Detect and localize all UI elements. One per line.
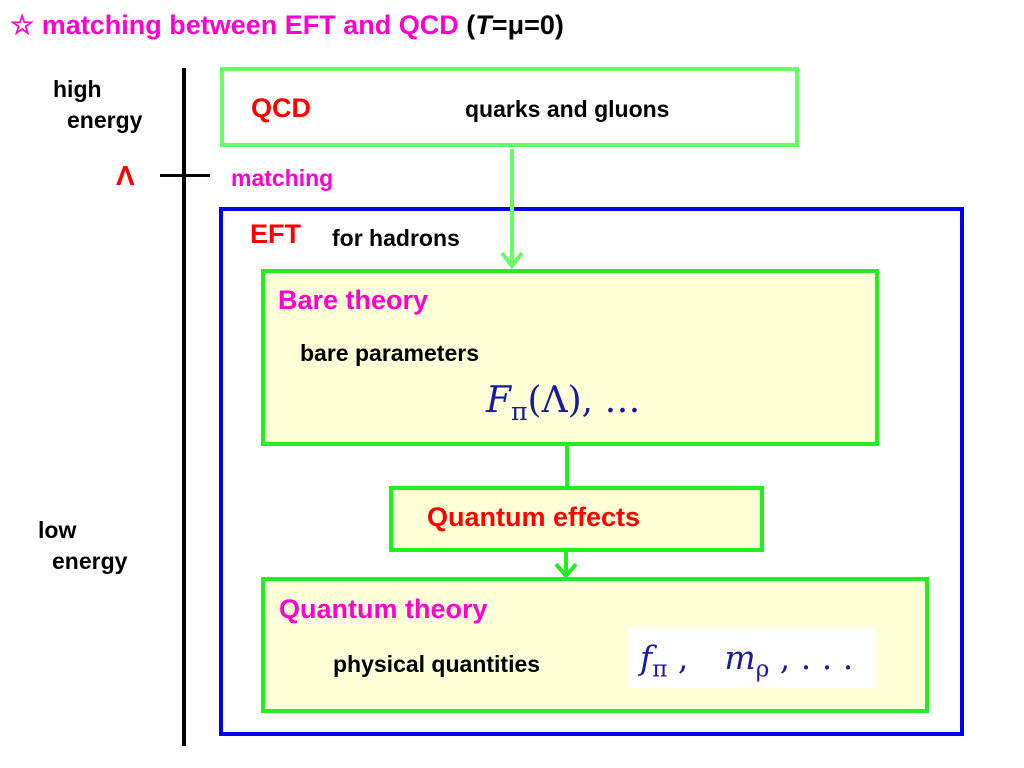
qcd-box [220,67,799,147]
formula-separator: , [667,638,689,677]
quantum-effects-label: Quantum effects [427,502,641,532]
qcd-description: quarks and gluons [465,96,670,122]
energy-axis [182,68,186,746]
lambda-symbol: Λ [116,160,135,191]
physical-quantities-formula: fπ , mρ , . . . [628,628,876,688]
formula-F-subscript: π [510,397,528,427]
formula-m-tail: , . . . [769,638,854,677]
title-main: matching between EFT and QCD [41,10,459,40]
title-paren: ( [466,10,476,40]
star-icon: ☆ [10,10,35,40]
low-energy-label: low energy [38,515,127,577]
physical-quantities-label: physical quantities [333,651,541,677]
eft-label: EFT [250,219,301,249]
bare-parameter-formula: Fπ(Λ), … [486,380,641,426]
quantum-theory-title: Quantum theory [279,594,488,624]
low-energy-line2: energy [52,548,128,574]
high-energy-label: high energy [53,74,142,136]
title-rest: =μ=0) [491,10,564,40]
quantum-effects-to-theory-arrow [554,552,578,580]
bare-theory-box [261,269,879,446]
formula-m: m [724,638,756,677]
low-energy-line1: low [38,517,77,543]
quantum-effects-box [389,486,764,552]
qcd-to-bare-arrow [500,149,524,270]
formula-F-argument: (Λ) [527,380,582,421]
formula-F: F [486,380,511,421]
formula-m-subscript: ρ [755,656,770,683]
formula-f-subscript: π [652,656,668,683]
bare-theory-title: Bare theory [278,285,429,315]
eft-box [219,207,964,736]
slide-title: ☆ matching between EFT and QCD (T=μ=0) [10,10,564,41]
lambda-tick [160,174,210,177]
formula-F-tail: , … [581,380,641,421]
matching-label: matching [231,165,334,191]
bare-parameters-label: bare parameters [300,340,479,366]
formula-f: f [640,638,653,677]
qcd-label: QCD [251,93,311,123]
high-energy-line1: high [53,76,102,102]
title-variable-T: T [475,10,492,40]
eft-description: for hadrons [332,225,460,251]
high-energy-line2: energy [67,107,143,133]
